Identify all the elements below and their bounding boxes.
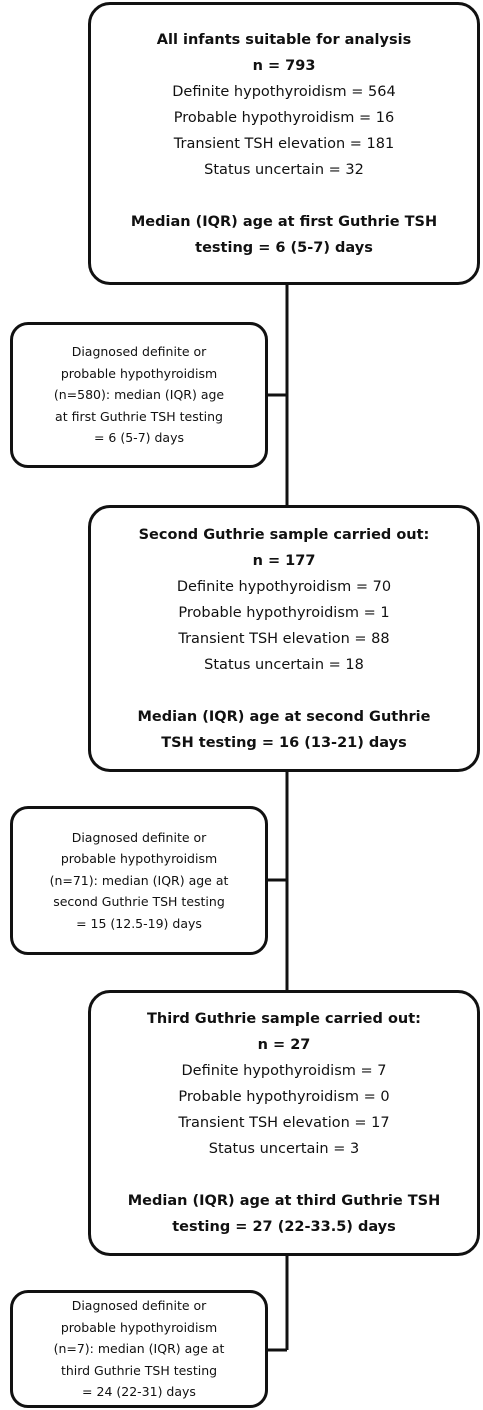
- side-line: probable hypothyroidism: [60, 1319, 218, 1335]
- box-line: Status uncertain = 18: [204, 656, 364, 673]
- box-line: Status uncertain = 3: [208, 1141, 360, 1157]
- box-footer: TSH testing = 16 (13-21) days: [161, 734, 407, 751]
- side-line: (n=580): median (IQR) age: [53, 387, 225, 403]
- side-line: Diagnosed definite or: [71, 829, 207, 845]
- side-line: Diagnosed definite or: [71, 1298, 207, 1314]
- box-line: Definite hypothyroidism = 7: [181, 1063, 387, 1079]
- side-line: Diagnosed definite or: [71, 344, 207, 360]
- box-footer: testing = 6 (5-7) days: [195, 239, 373, 256]
- side-line: (n=7): median (IQR) age at: [53, 1341, 225, 1357]
- box-line: Probable hypothyroidism = 0: [178, 1089, 390, 1105]
- box-line: Probable hypothyroidism = 1: [178, 604, 390, 621]
- box-title: Second Guthrie sample carried out:: [138, 526, 430, 543]
- box-footer: Median (IQR) age at third Guthrie TSH: [127, 1193, 441, 1209]
- box-count: n = 793: [252, 57, 316, 74]
- box-line: Transient TSH elevation = 181: [173, 135, 395, 152]
- side-line: at first Guthrie TSH testing: [55, 408, 223, 424]
- side-box: Diagnosed definite or probable hypothyroi…: [10, 1290, 268, 1408]
- main-box: Third Guthrie sample carried out: n = 27 D…: [88, 990, 480, 1256]
- box-count: n = 27: [257, 1037, 311, 1053]
- box-line: Definite hypothyroidism = 70: [176, 578, 392, 595]
- box-footer: Median (IQR) age at first Guthrie TSH: [130, 213, 438, 230]
- main-box: Second Guthrie sample carried out: n = 17…: [88, 505, 480, 772]
- side-box: Diagnosed definite or probable hypothyroi…: [10, 806, 268, 955]
- side-line: probable hypothyroidism: [60, 365, 218, 381]
- main-box: All infants suitable for analysis n = 793…: [88, 2, 480, 285]
- side-line: (n=71): median (IQR) age at: [49, 872, 229, 888]
- box-line: Transient TSH elevation = 17: [178, 1115, 390, 1131]
- side-line: = 24 (22-31) days: [82, 1384, 196, 1400]
- side-line: second Guthrie TSH testing: [53, 894, 225, 910]
- side-line: = 6 (5-7) days: [93, 430, 185, 446]
- box-line: Probable hypothyroidism = 16: [173, 109, 395, 126]
- side-box: Diagnosed definite or probable hypothyroi…: [10, 322, 268, 468]
- box-title: All infants suitable for analysis: [156, 31, 412, 48]
- side-line: probable hypothyroidism: [60, 851, 218, 867]
- box-title: Third Guthrie sample carried out:: [147, 1011, 421, 1027]
- box-line: Status uncertain = 32: [204, 161, 364, 178]
- box-line: Transient TSH elevation = 88: [178, 630, 390, 647]
- box-line: Definite hypothyroidism = 564: [172, 83, 396, 100]
- box-count: n = 177: [252, 552, 316, 569]
- side-line: third Guthrie TSH testing: [60, 1362, 218, 1378]
- box-footer: Median (IQR) age at second Guthrie: [137, 708, 431, 725]
- side-line: = 15 (12.5-19) days: [76, 915, 202, 931]
- box-footer: testing = 27 (22-33.5) days: [172, 1219, 396, 1235]
